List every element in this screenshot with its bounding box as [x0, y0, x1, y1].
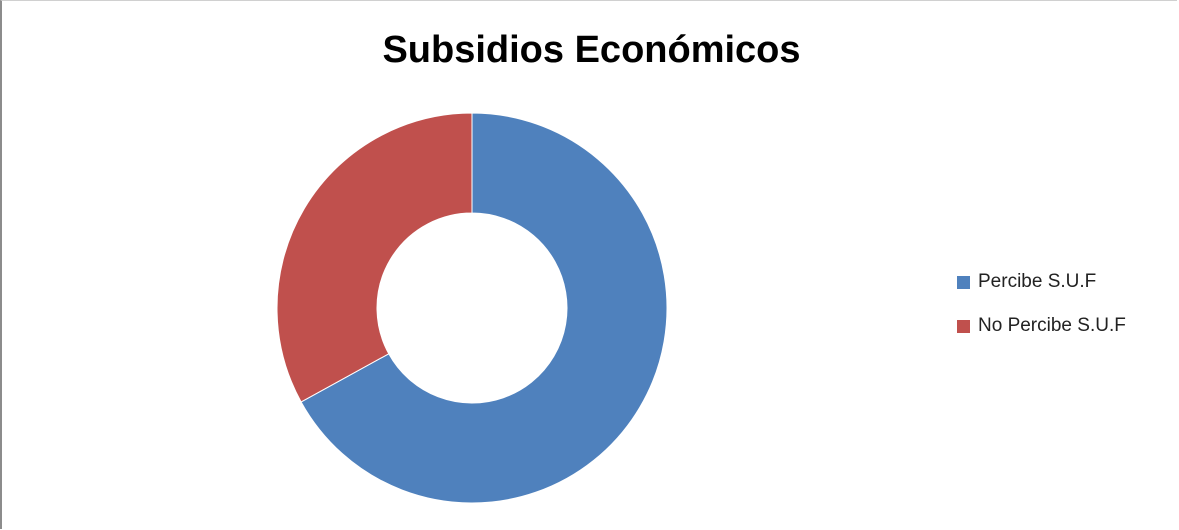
- legend-label-percibe: Percibe S.U.F: [978, 271, 1097, 292]
- legend-swatch-percibe: [957, 275, 970, 289]
- legend-swatch-no-percibe: [957, 319, 970, 333]
- chart-title: Subsidios Económicos: [382, 29, 801, 71]
- donut-slice-no-percibe: [276, 112, 473, 403]
- legend-item-percibe: Percibe S.U.F: [957, 271, 1126, 293]
- legend-label-no-percibe: No Percibe S.U.F: [978, 315, 1126, 336]
- legend-item-no-percibe: No Percibe S.U.F: [957, 315, 1126, 337]
- legend: Percibe S.U.F No Percibe S.U.F: [957, 271, 1126, 359]
- donut-slice-percibe: [300, 112, 668, 504]
